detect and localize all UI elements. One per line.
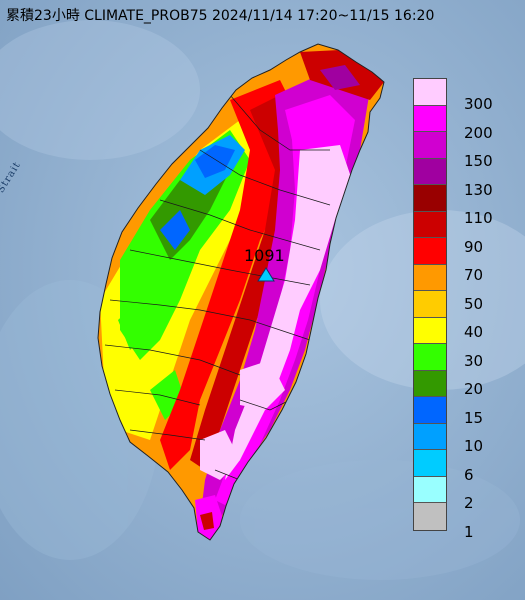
- legend-label: 50: [464, 294, 484, 313]
- legend-swatch-6: [414, 423, 446, 450]
- legend-swatch-50: [414, 264, 446, 291]
- legend-label: 2: [464, 494, 474, 512]
- legend-swatch-200: [414, 105, 446, 132]
- max-rainfall-station-marker: [257, 267, 275, 282]
- legend-label: 40: [464, 323, 484, 341]
- legend-swatch-110: [414, 185, 446, 212]
- legend-swatch-15: [414, 370, 446, 397]
- color-legend: [413, 78, 447, 531]
- legend-label: 150: [464, 152, 493, 170]
- legend-label: 110: [464, 209, 493, 227]
- legend-label: 300: [464, 95, 493, 113]
- legend-label: 90: [464, 237, 484, 256]
- legend-swatch-40: [414, 291, 446, 318]
- legend-swatch-2: [414, 450, 446, 477]
- legend-label: 30: [464, 351, 484, 370]
- legend-swatch-130: [414, 158, 446, 185]
- legend-label: 130: [464, 180, 493, 199]
- legend-label: 15: [464, 408, 484, 427]
- legend-label: 1: [464, 522, 474, 541]
- legend-swatch-150: [414, 132, 446, 159]
- legend-label: 70: [464, 266, 484, 284]
- legend-swatch-20: [414, 344, 446, 371]
- legend-swatch-90: [414, 211, 446, 238]
- legend-label: 10: [464, 437, 484, 455]
- legend-swatch-10: [414, 397, 446, 424]
- legend-label: 200: [464, 123, 493, 142]
- legend-label: 6: [464, 465, 474, 484]
- legend-swatch-none: [414, 503, 446, 530]
- legend-swatch-1: [414, 476, 446, 503]
- max-value-label: 1091: [244, 246, 285, 265]
- map-title: 累積23小時 CLIMATE_PROB75 2024/11/14 17:20~1…: [6, 8, 435, 24]
- legend-swatch-300: [414, 79, 446, 106]
- legend-label: 20: [464, 380, 484, 398]
- legend-swatch-70: [414, 238, 446, 265]
- legend-swatch-30: [414, 317, 446, 344]
